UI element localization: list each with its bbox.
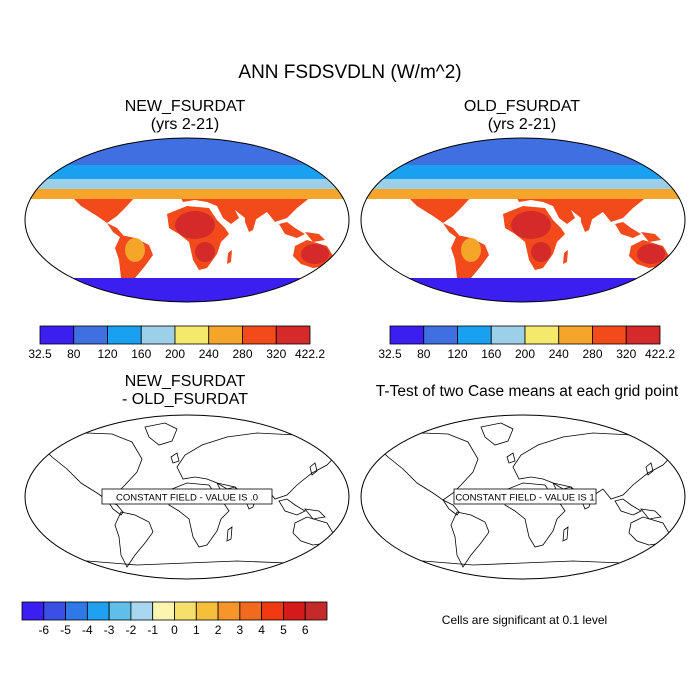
panel-title-new-line1: NEW_FSURDAT — [124, 98, 246, 115]
colorbar-diff-box — [21, 601, 45, 621]
colorbar-old-box — [524, 325, 560, 345]
colorbar-diff-box — [65, 601, 88, 621]
colorbar-new-box — [39, 325, 75, 345]
colorbar-diff-box — [239, 601, 263, 621]
diff-constant-label: CONSTANT FIELD - VALUE IS .0 — [101, 488, 273, 505]
colorbar-diff-box — [86, 601, 110, 621]
colorbar-old-label: 422.2 — [645, 347, 675, 361]
colorbar-new-box — [174, 325, 210, 345]
colorbar-diff-box — [174, 601, 197, 621]
colorbar-old: 32.5 80 120 160 200 240 280 320 422.2 — [378, 325, 675, 361]
map-ttest — [360, 414, 686, 580]
colorbar-diff: -6 -5 -4 -3 -2 -1 0 1 2 3 4 5 6 — [21, 601, 328, 637]
colorbar-old-box — [558, 325, 593, 345]
colorbar-diff-box — [152, 601, 175, 621]
colorbar-diff-label: -3 — [104, 623, 115, 637]
colorbar-new-box — [242, 325, 277, 345]
colorbar-new-box — [73, 325, 108, 345]
panel-title-old-line1: OLD_FSURDAT — [463, 98, 581, 115]
colorbar-diff-label: 1 — [193, 623, 200, 637]
colorbar-new-box — [208, 325, 243, 345]
colorbar-diff-label: 6 — [302, 623, 309, 637]
map-new — [24, 137, 350, 303]
colorbar-new-box — [107, 325, 142, 345]
colorbar-diff-box — [304, 601, 328, 621]
colorbar-diff-label: 4 — [258, 623, 265, 637]
map-diff — [24, 414, 350, 580]
colorbar-diff-label: 3 — [237, 623, 244, 637]
colorbar-new-label: 160 — [131, 347, 151, 361]
colorbar-new-label: 120 — [97, 347, 117, 361]
colorbar-diff-box — [283, 601, 306, 621]
panel-title-new-line2: (yrs 2-21) — [150, 116, 220, 133]
colorbar-new: 32.5 80 120 160 200 240 280 320 422.2 — [28, 325, 325, 361]
colorbar-diff-label: -6 — [38, 623, 49, 637]
panel-title-new: NEW_FSURDAT (yrs 2-21) — [15, 98, 355, 134]
colorbar-old-box — [389, 325, 425, 345]
figure-title: ANN FSDSVDLN (W/m^2) — [238, 62, 462, 83]
colorbar-diff-box — [195, 601, 219, 621]
colorbar-new-label: 280 — [232, 347, 252, 361]
colorbar-old-label: 32.5 — [378, 347, 402, 361]
ttest-constant-text: CONSTANT FIELD - VALUE IS 1 — [455, 493, 594, 504]
colorbar-old-label: 200 — [515, 347, 535, 361]
panel-title-old: OLD_FSURDAT (yrs 2-21) — [352, 98, 692, 134]
colorbar-diff-box — [130, 601, 154, 621]
colorbar-old-label: 80 — [417, 347, 431, 361]
colorbar-diff-box — [217, 601, 241, 621]
colorbar-diff-label: -5 — [60, 623, 71, 637]
colorbar-diff-box — [108, 601, 132, 621]
colorbar-new-label: 32.5 — [28, 347, 52, 361]
significance-note: Cells are significant at 0.1 level — [441, 613, 608, 627]
colorbar-old-box — [625, 325, 661, 345]
ttest-constant-label: CONSTANT FIELD - VALUE IS 1 — [453, 488, 597, 505]
diff-constant-text: CONSTANT FIELD - VALUE IS .0 — [116, 493, 258, 504]
colorbar-diff-box — [261, 601, 284, 621]
colorbar-diff-label: -2 — [126, 623, 137, 637]
colorbar-new-label: 80 — [67, 347, 81, 361]
colorbar-old-label: 160 — [481, 347, 501, 361]
colorbar-new-label: 320 — [266, 347, 286, 361]
colorbar-old-label: 320 — [616, 347, 636, 361]
colorbar-old-box — [423, 325, 458, 345]
colorbar-old-box — [457, 325, 492, 345]
panel-title-ttest: T-Test of two Case means at each grid po… — [375, 383, 679, 400]
colorbar-new-box — [275, 325, 311, 345]
colorbar-old-label: 120 — [447, 347, 467, 361]
colorbar-old-label: 240 — [549, 347, 569, 361]
panel-title-diff: NEW_FSURDAT - OLD_FSURDAT — [15, 373, 355, 409]
panel-title-diff-line1: NEW_FSURDAT — [124, 373, 246, 390]
colorbar-new-label: 240 — [199, 347, 219, 361]
colorbar-diff-label: -4 — [82, 623, 93, 637]
colorbar-old-box — [592, 325, 627, 345]
colorbar-diff-label: 0 — [171, 623, 178, 637]
panel-title-diff-line2: - OLD_FSURDAT — [122, 391, 248, 408]
colorbar-old-box — [490, 325, 526, 345]
colorbar-old-label: 280 — [582, 347, 602, 361]
colorbar-new-label: 200 — [165, 347, 185, 361]
colorbar-new-label: 422.2 — [295, 347, 325, 361]
colorbar-new-box — [140, 325, 176, 345]
map-old — [360, 137, 686, 303]
panel-title-old-line2: (yrs 2-21) — [487, 116, 557, 133]
colorbar-diff-label: 5 — [280, 623, 287, 637]
colorbar-diff-label: 2 — [215, 623, 222, 637]
colorbar-diff-box — [43, 601, 66, 621]
colorbar-diff-label: -1 — [147, 623, 158, 637]
